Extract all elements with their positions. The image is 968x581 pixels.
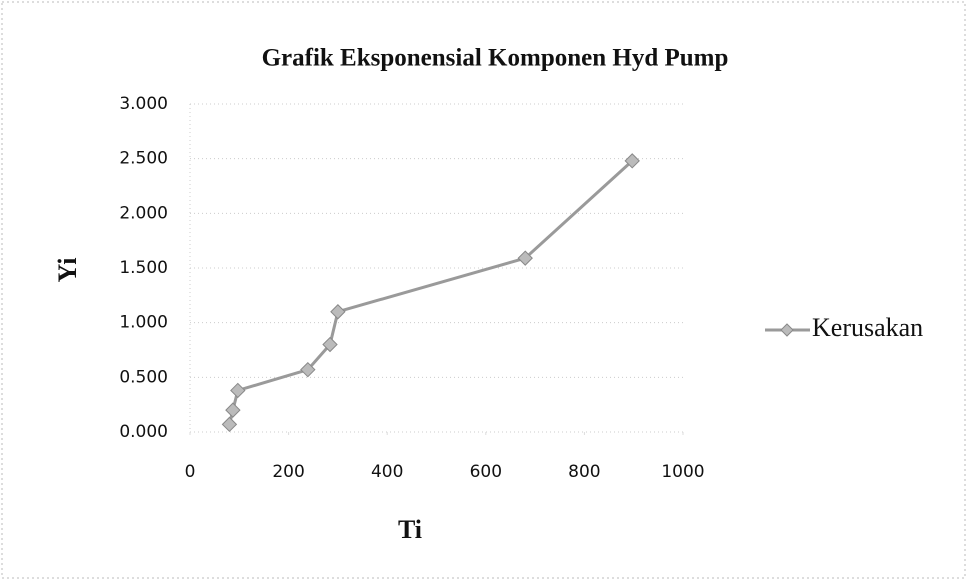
y-tick-label: 1.000 bbox=[119, 313, 168, 333]
x-tick-label: 800 bbox=[568, 462, 600, 482]
x-tick-label: 400 bbox=[371, 462, 403, 482]
data-point bbox=[230, 382, 246, 399]
x-tick-label: 600 bbox=[470, 462, 502, 482]
x-axis-label: Ti bbox=[398, 515, 422, 544]
legend-marker bbox=[780, 323, 794, 337]
y-tick-label: 1.500 bbox=[119, 258, 168, 278]
data-point bbox=[330, 304, 346, 320]
y-tick-label: 3.000 bbox=[119, 94, 168, 114]
data-point bbox=[322, 336, 338, 353]
y-axis-label: Yi bbox=[53, 257, 82, 282]
x-tick-label: 1000 bbox=[661, 462, 704, 482]
x-tick-label: 200 bbox=[272, 462, 304, 482]
data-point bbox=[300, 361, 316, 378]
data-point bbox=[624, 153, 640, 169]
data-point bbox=[225, 402, 241, 418]
chart-title: Grafik Eksponensial Komponen Hyd Pump bbox=[262, 45, 729, 72]
data-point bbox=[221, 416, 238, 433]
x-tick-label: 0 bbox=[185, 462, 196, 482]
y-tick-label: 0.500 bbox=[119, 367, 168, 387]
y-tick-label: 2.500 bbox=[119, 149, 168, 169]
y-tick-label: 2.000 bbox=[119, 203, 168, 223]
series-line bbox=[227, 159, 634, 425]
data-point bbox=[517, 250, 533, 266]
legend-label: Kerusakan bbox=[812, 313, 923, 342]
y-tick-label: 0.000 bbox=[119, 422, 168, 442]
